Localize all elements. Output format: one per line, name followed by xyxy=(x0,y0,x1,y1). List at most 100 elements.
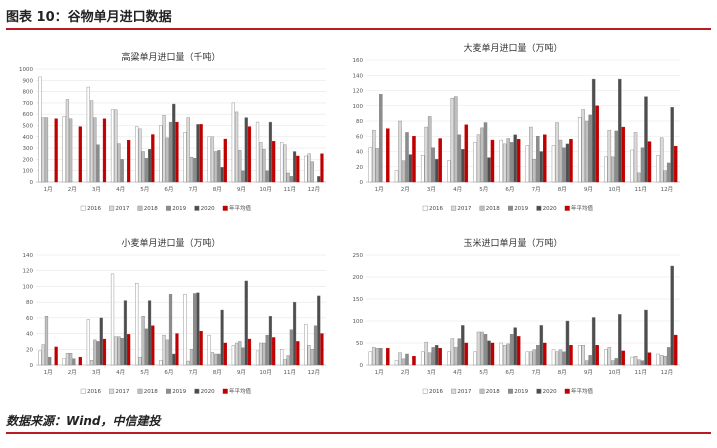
bar-2017 xyxy=(581,344,585,366)
bar-2017 xyxy=(138,128,142,183)
y-tick-label: 900 xyxy=(23,78,34,84)
bar-2016 xyxy=(231,102,235,183)
bar-2018 xyxy=(375,148,380,183)
bar-2016 xyxy=(231,345,235,366)
bar-2018 xyxy=(44,316,49,366)
bar-2016 xyxy=(135,126,139,183)
bar-2017 xyxy=(307,345,311,366)
bar-2020 xyxy=(196,124,200,183)
y-tick-label: 0 xyxy=(30,363,34,369)
bar-2017 xyxy=(450,338,455,366)
bar-avg xyxy=(127,334,131,366)
bar-2017 xyxy=(398,352,402,366)
bar-2020 xyxy=(591,317,596,366)
bar-2020 xyxy=(487,340,491,366)
legend-label: 2017 xyxy=(115,389,129,395)
bar-2016 xyxy=(551,145,556,183)
y-tick-label: 400 xyxy=(23,135,34,141)
bar-2018 xyxy=(637,172,641,183)
bar-2020 xyxy=(434,344,439,366)
bar-2016 xyxy=(368,147,373,183)
x-tick-label: 11月 xyxy=(284,186,297,193)
y-tick-label: 120 xyxy=(353,89,364,95)
bar-2016 xyxy=(183,132,187,183)
bar-avg xyxy=(569,139,573,183)
legend-swatch-2018 xyxy=(137,205,143,211)
bar-2019 xyxy=(431,347,435,366)
legend-swatch-2018 xyxy=(479,205,485,211)
legend-swatch-2018 xyxy=(137,388,143,394)
bar-2018 xyxy=(454,96,458,183)
bar-2019 xyxy=(457,134,462,183)
y-tick-label: 150 xyxy=(353,297,364,303)
x-tick-label: 4月 xyxy=(116,186,125,193)
bar-avg xyxy=(569,344,573,366)
y-tick-label: 0 xyxy=(360,363,364,369)
bar-2018 xyxy=(401,358,406,366)
bar-2016 xyxy=(420,155,425,183)
bar-2017 xyxy=(89,100,94,183)
bar-2017 xyxy=(476,134,481,183)
legend-label: 2018 xyxy=(144,206,158,212)
bar-2018 xyxy=(532,349,537,366)
bar-2020 xyxy=(123,300,128,366)
bar-2017 xyxy=(529,351,533,366)
bar-2016 xyxy=(525,145,530,183)
x-tick-label: 3月 xyxy=(92,369,101,376)
bar-2020 xyxy=(317,176,321,183)
bar-2017 xyxy=(424,341,428,366)
bar-avg xyxy=(543,342,547,366)
legend-swatch-2020 xyxy=(536,205,542,211)
bar-2016 xyxy=(630,356,634,366)
bar-2018 xyxy=(310,349,314,366)
bar-2017 xyxy=(186,360,190,366)
bar-2019 xyxy=(289,329,293,366)
legend-swatch-2017 xyxy=(451,388,457,394)
bar-2018 xyxy=(401,160,406,183)
bar-2019 xyxy=(72,358,76,366)
bar-avg xyxy=(412,355,416,366)
bar-2020 xyxy=(434,158,439,183)
bar-2016 xyxy=(86,86,90,183)
x-tick-label: 11月 xyxy=(284,369,297,376)
bar-2018 xyxy=(141,151,145,183)
bar-2018 xyxy=(117,336,121,366)
bar-avg xyxy=(54,118,58,183)
bar-2019 xyxy=(509,142,514,183)
bar-2016 xyxy=(159,360,163,366)
bar-avg xyxy=(320,333,324,366)
chart-title: 小麦单月进口量（万吨） xyxy=(121,237,220,249)
bar-2019 xyxy=(241,347,245,366)
bar-2019 xyxy=(614,130,619,183)
bar-avg xyxy=(516,336,521,366)
bar-avg xyxy=(673,334,678,366)
wheat-chart-svg: 小麦单月进口量（万吨） 0 20 40 60 80 100 120 140 1月 2月 3月 4月 5月 6… xyxy=(23,237,326,395)
bar-2017 xyxy=(502,143,507,183)
legend-label: 2018 xyxy=(486,206,500,212)
bar-2016 xyxy=(394,170,399,183)
legend-swatch-avg xyxy=(222,388,228,394)
chart-title: 玉米进口单月量（万吨） xyxy=(463,237,562,249)
bar-2018 xyxy=(506,343,510,366)
bar-2017 xyxy=(633,355,638,366)
bar-2020 xyxy=(244,280,248,366)
legend-swatch-2019 xyxy=(507,388,513,394)
x-tick-label: 5月 xyxy=(140,369,149,376)
y-tick-label: 20 xyxy=(356,165,363,171)
legend-swatch-2019 xyxy=(165,205,171,211)
bar-2019 xyxy=(457,338,462,366)
x-tick-label: 8月 xyxy=(558,369,567,376)
y-tick-label: 40 xyxy=(356,150,363,156)
bar-2017 xyxy=(424,126,428,183)
bar-2020 xyxy=(565,143,570,183)
bar-2018 xyxy=(238,341,242,366)
legend-swatch-2016 xyxy=(422,205,428,211)
bar-avg xyxy=(127,139,131,183)
x-tick-label: 7月 xyxy=(189,369,198,376)
bar-2016 xyxy=(577,344,582,366)
x-tick-label: 6月 xyxy=(505,369,514,376)
bar-2018 xyxy=(454,347,458,366)
bar-2017 xyxy=(529,126,533,183)
legend-label: 2019 xyxy=(514,206,528,212)
bar-2018 xyxy=(69,353,73,366)
